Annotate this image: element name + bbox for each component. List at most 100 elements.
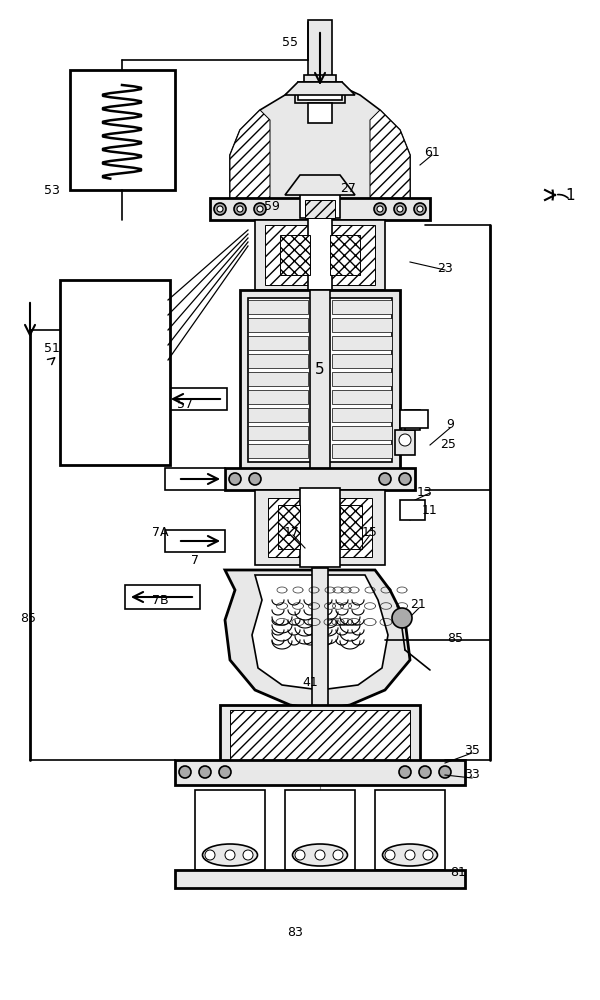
Circle shape [333, 850, 343, 860]
Bar [255, 490, 385, 565]
Bar [304, 75, 336, 95]
Text: 83: 83 [287, 926, 303, 940]
Text: 9: 9 [446, 418, 454, 432]
Circle shape [385, 850, 395, 860]
Ellipse shape [203, 844, 257, 866]
Bar [165, 468, 225, 490]
Bar [332, 372, 392, 386]
Bar [332, 336, 392, 350]
Bar [405, 410, 420, 430]
Text: 85: 85 [447, 632, 463, 645]
Bar [240, 290, 400, 470]
Bar [268, 498, 372, 557]
Circle shape [423, 850, 433, 860]
Text: 33: 33 [464, 768, 480, 782]
Text: 27: 27 [340, 182, 356, 194]
Text: 23: 23 [437, 261, 453, 274]
Bar [308, 103, 332, 123]
Bar [248, 298, 392, 462]
Bar [332, 390, 392, 404]
Circle shape [229, 473, 241, 485]
Bar [165, 530, 225, 552]
Circle shape [399, 434, 411, 446]
Circle shape [419, 766, 431, 778]
Circle shape [257, 206, 263, 212]
Bar [332, 300, 392, 314]
Text: 5: 5 [315, 362, 325, 377]
Circle shape [414, 203, 426, 215]
Bar [300, 190, 340, 218]
Ellipse shape [383, 844, 437, 866]
Polygon shape [225, 570, 410, 710]
Polygon shape [252, 575, 388, 690]
Bar [332, 444, 392, 458]
Bar [165, 388, 227, 410]
Bar [310, 290, 330, 470]
Circle shape [315, 850, 325, 860]
Bar [375, 790, 445, 870]
Circle shape [217, 206, 223, 212]
Text: 35: 35 [464, 744, 480, 756]
Bar [248, 390, 308, 404]
Text: 61: 61 [424, 145, 440, 158]
Text: 55: 55 [282, 35, 298, 48]
Polygon shape [285, 175, 355, 195]
Bar [248, 318, 308, 332]
Circle shape [379, 473, 391, 485]
Text: 13: 13 [417, 486, 433, 498]
Ellipse shape [293, 844, 347, 866]
Bar [175, 870, 465, 888]
Bar [332, 318, 392, 332]
Bar [295, 88, 345, 103]
Circle shape [225, 850, 235, 860]
Text: 11: 11 [422, 504, 438, 516]
Circle shape [405, 850, 415, 860]
Bar [298, 82, 342, 100]
Circle shape [295, 850, 305, 860]
Circle shape [219, 766, 231, 778]
Circle shape [243, 850, 253, 860]
Circle shape [214, 203, 226, 215]
Bar [330, 235, 360, 275]
Polygon shape [285, 82, 355, 95]
Circle shape [237, 206, 243, 212]
Bar [280, 235, 310, 275]
Bar [400, 500, 425, 520]
Bar [308, 20, 332, 85]
Circle shape [399, 473, 411, 485]
Bar [332, 408, 392, 422]
Circle shape [394, 203, 406, 215]
Text: 59: 59 [264, 200, 280, 214]
Bar [308, 218, 332, 292]
Bar [248, 354, 308, 368]
Bar [125, 585, 200, 609]
Text: 15: 15 [362, 526, 378, 538]
Bar [195, 790, 265, 870]
Circle shape [179, 766, 191, 778]
Bar [230, 710, 410, 760]
Circle shape [392, 608, 412, 628]
Bar [210, 198, 430, 220]
Circle shape [205, 850, 215, 860]
Circle shape [254, 203, 266, 215]
Bar [332, 426, 392, 440]
Text: 21: 21 [410, 598, 426, 611]
Circle shape [399, 766, 411, 778]
Text: 53: 53 [44, 184, 60, 196]
Bar [225, 468, 415, 490]
Polygon shape [230, 80, 410, 200]
Text: 7A: 7A [152, 526, 168, 538]
Polygon shape [230, 110, 270, 200]
Bar [220, 705, 420, 765]
Bar [248, 372, 308, 386]
Text: 17: 17 [284, 526, 300, 538]
Bar [395, 430, 415, 455]
Text: 41: 41 [302, 676, 318, 688]
Circle shape [377, 206, 383, 212]
Bar [265, 225, 375, 285]
Bar [248, 300, 308, 314]
Circle shape [199, 766, 211, 778]
Circle shape [439, 766, 451, 778]
Bar [70, 70, 175, 190]
Bar [248, 408, 308, 422]
